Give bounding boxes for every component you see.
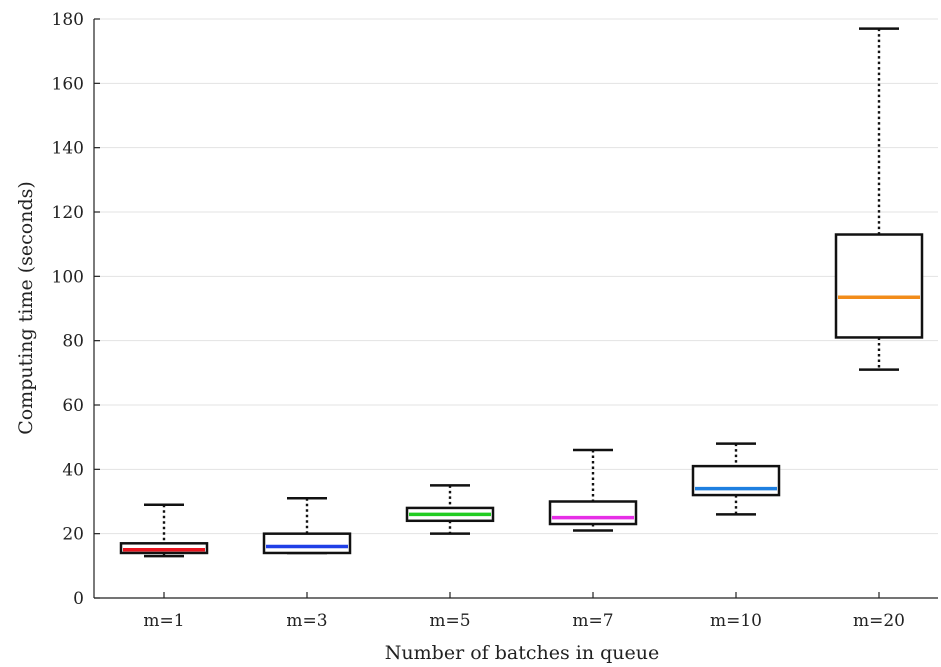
- x-axis-label: Number of batches in queue: [385, 642, 659, 664]
- x-tick-label-m=20: m=20: [853, 611, 905, 631]
- iqr-box: [834, 233, 924, 339]
- grid-lines: [94, 18, 938, 535]
- box-series: [119, 27, 924, 558]
- iqr-box: [262, 532, 352, 555]
- x-tick-label-m=1: m=1: [143, 611, 184, 631]
- x-tick-label-m=7: m=7: [572, 611, 613, 631]
- box-m=20: [834, 27, 924, 371]
- y-tick-label-180: 180: [52, 10, 84, 30]
- y-tick-label-120: 120: [52, 203, 84, 223]
- x-tick-label-m=10: m=10: [710, 611, 762, 631]
- box-m=5: [405, 484, 495, 535]
- axes: [93, 19, 938, 599]
- y-tick-label-140: 140: [52, 139, 84, 159]
- box-m=3: [262, 497, 352, 555]
- y-tick-labels: 0 20 40 60 80 100 120 140 160 180: [52, 10, 100, 609]
- y-tick-label-40: 40: [62, 460, 84, 480]
- x-tick-label-m=3: m=3: [286, 611, 327, 631]
- y-tick-label-80: 80: [62, 332, 84, 352]
- y-tick-label-160: 160: [52, 74, 84, 94]
- y-axis-label: Computing time (seconds): [15, 181, 37, 435]
- box-m=10: [691, 442, 781, 516]
- y-tick-label-20: 20: [62, 525, 84, 545]
- y-tick-label-60: 60: [62, 396, 84, 416]
- iqr-box: [691, 464, 781, 497]
- x-tick-label-m=5: m=5: [429, 611, 470, 631]
- x-tick-labels: m=1 m=3 m=5 m=7 m=10 m=20: [143, 592, 905, 631]
- box-m=7: [548, 448, 638, 532]
- y-tick-label-0: 0: [73, 589, 84, 609]
- iqr-box: [548, 500, 638, 526]
- box-m=1: [119, 503, 209, 558]
- y-tick-label-100: 100: [52, 267, 84, 287]
